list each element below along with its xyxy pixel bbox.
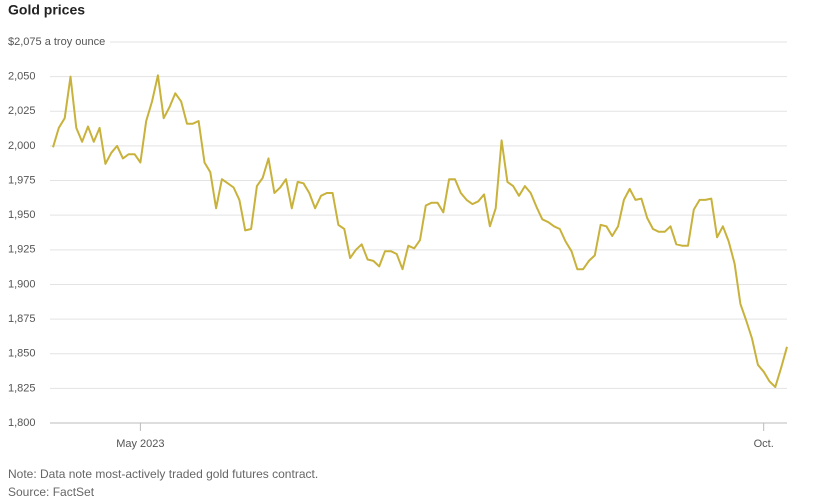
x-tick-label: Oct. (754, 438, 774, 450)
y-tick-label: 1,800 (8, 417, 36, 429)
y-tick-label: 1,850 (8, 348, 36, 360)
note: Note: Data note most-actively traded gol… (8, 467, 318, 481)
y-tick-label: 2,025 (8, 105, 36, 117)
y-tick-label: $2,075 a troy ounce (8, 36, 105, 48)
y-tick-label: 1,825 (8, 382, 36, 394)
y-tick-label: 1,925 (8, 244, 36, 256)
y-tick-label: 1,950 (8, 209, 36, 221)
source: Source: FactSet (8, 485, 95, 499)
y-tick-label: 1,900 (8, 278, 36, 290)
chart-title: Gold prices (8, 2, 85, 18)
y-tick-label: 2,000 (8, 140, 36, 152)
x-tick-label: May 2023 (116, 438, 164, 450)
price-line (52, 74, 788, 388)
y-tick-label: 2,050 (8, 71, 36, 83)
y-tick-label: 1,875 (8, 313, 36, 325)
y-tick-label: 1,975 (8, 174, 36, 186)
